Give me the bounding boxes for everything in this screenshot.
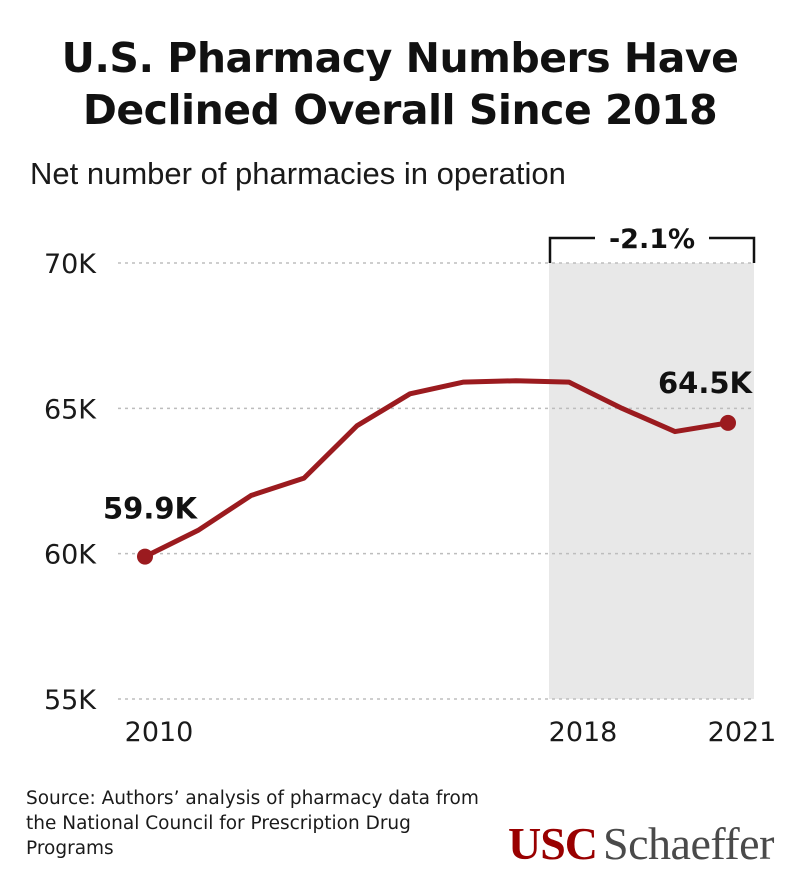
chart-subtitle: Net number of pharmacies in operation bbox=[30, 156, 566, 191]
series-line bbox=[142, 378, 731, 560]
y-tick-label: 65K bbox=[44, 394, 97, 425]
logo-usc: USC bbox=[508, 818, 598, 869]
y-tick-label: 70K bbox=[44, 249, 97, 280]
bracket-label: -2.1% bbox=[609, 224, 695, 255]
x-tick-label: 2010 bbox=[125, 717, 194, 748]
bracket-left bbox=[548, 236, 595, 263]
point-marker-end bbox=[720, 414, 736, 431]
point-marker-start bbox=[137, 548, 153, 565]
y-tick-label: 60K bbox=[44, 540, 97, 571]
x-tick-label: 2018 bbox=[549, 717, 618, 748]
shaded-region bbox=[549, 263, 754, 699]
title-line-1: U.S. Pharmacy Numbers Have bbox=[61, 34, 739, 82]
source-note: Source: Authors’ analysis of pharmacy da… bbox=[26, 788, 479, 859]
line-chart: 55K 60K 65K 70K -2.1% 59.9K 64.5K 2010 2018 2021 bbox=[44, 224, 777, 748]
chart-title: U.S. Pharmacy Numbers Have Declined Over… bbox=[0, 32, 800, 136]
title-line-2: Declined Overall Since 2018 bbox=[82, 86, 718, 134]
data-label-start: 59.9K bbox=[103, 492, 199, 526]
bracket-right bbox=[709, 236, 756, 263]
data-label-end: 64.5K bbox=[658, 366, 754, 400]
x-tick-label: 2021 bbox=[708, 717, 777, 748]
y-tick-label: 55K bbox=[44, 685, 97, 716]
usc-schaeffer-logo: USC Schaeffer bbox=[508, 818, 774, 870]
logo-schaeffer: Schaeffer bbox=[603, 818, 774, 869]
